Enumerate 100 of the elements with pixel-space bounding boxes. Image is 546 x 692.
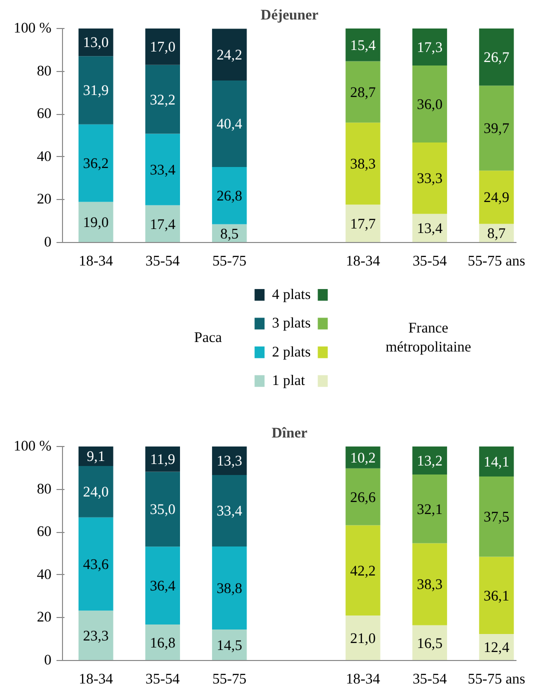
data-label: 24,2 [216,48,242,64]
data-label: 26,6 [350,490,376,506]
bar [412,446,448,475]
data-label: 13,3 [216,454,242,470]
y-tick-label: 40 [36,566,52,583]
data-label: 28,7 [350,84,376,101]
text: France métropolitaine [386,320,472,356]
data-label: 17,0 [150,40,176,56]
bar [78,202,114,242]
bar [412,66,448,143]
data-label: 38,3 [416,577,443,594]
data-label: 13,0 [83,35,109,52]
x-tick-label: 35-54 [412,254,448,270]
data-label: 33,3 [416,171,443,188]
y-tick-label: 20 [36,610,52,626]
data-label: 36,2 [83,156,109,172]
data-label: 26,8 [216,188,242,205]
data-label: 35,0 [150,502,176,518]
legend-label: 1 plat [272,373,306,390]
bar [212,166,247,224]
legend-label: 3 plats [272,316,312,332]
x-tick-label: 55-75 ans [468,254,526,270]
bar [78,56,114,124]
data-label: 23,3 [83,628,109,645]
x-tick-label: 18-34 [78,672,114,688]
data-label: 15,4 [350,38,376,54]
data-label: 14,5 [216,638,242,654]
bar [479,556,514,634]
bar [412,142,448,214]
y-tick-label: 60 [36,524,52,540]
bar [78,124,114,202]
data-label: 19,0 [83,215,109,232]
data-label: 36,0 [416,97,443,114]
data-label: 17,7 [350,216,376,233]
y-tick-label: 80 [36,63,52,80]
y-tick-label: 0 [44,652,52,668]
bar [212,28,247,80]
bar [479,446,514,476]
bar [346,28,380,62]
bar [479,28,514,86]
bar [145,28,180,65]
bar [145,546,180,625]
bar [78,610,114,660]
bar [212,629,247,660]
data-label: 16,8 [150,636,176,652]
data-label: 43,6 [83,556,109,573]
data-label: 33,4 [150,162,176,179]
bar [346,204,380,242]
x-tick-label: 55-75 [212,672,247,688]
data-label: 9,1 [86,449,106,466]
data-label: 8,5 [220,226,239,242]
data-label: 32,2 [150,92,176,108]
chart-title: Dîner [272,426,308,442]
chart-title: Déjeuner [260,8,319,24]
bar [412,625,448,660]
bar [212,546,247,630]
data-label: 40,4 [216,116,243,133]
data-label: 17,3 [416,40,443,56]
bar [145,134,180,206]
bar [346,525,380,616]
data-label: 8,7 [487,226,506,242]
data-label: 26,7 [484,50,510,66]
x-tick-label: 55-75 [212,254,247,270]
bar [479,170,514,224]
y-tick-label: 40 [36,148,52,165]
bar [346,122,380,205]
data-label: 33,4 [216,504,243,520]
data-label: 24,9 [484,190,510,206]
x-tick-label: 18-34 [78,254,114,270]
data-label: 24,0 [83,484,109,501]
data-label: 13,2 [416,453,443,470]
bar [346,616,380,660]
bar [145,624,180,660]
data-label: 38,8 [216,580,242,597]
data-label: 10,2 [350,450,376,466]
bar [212,80,247,167]
data-label: 13,4 [416,221,444,238]
y-tick-label: 80 [36,481,52,498]
data-label: 11,9 [150,452,176,468]
data-label: 42,2 [350,563,376,580]
bar [78,466,114,518]
y-tick-label: 60 [36,106,52,122]
bar [212,446,247,475]
x-tick-label: 18-34 [346,672,381,688]
text: Paca [194,330,222,346]
bar [346,61,380,123]
data-label: 39,7 [484,121,510,138]
data-label: 12,4 [484,640,510,656]
x-tick-label: 35-54 [146,254,180,270]
x-tick-label: 35-54 [412,672,448,688]
data-label: 38,3 [350,156,376,173]
data-label: 14,1 [484,454,510,470]
bar [412,543,448,626]
bar [412,28,448,66]
x-tick-label: 18-34 [346,254,381,270]
bar [78,517,114,611]
bar [78,446,114,466]
bar [145,472,180,547]
bar [479,476,514,557]
data-label: 37,5 [484,510,510,526]
